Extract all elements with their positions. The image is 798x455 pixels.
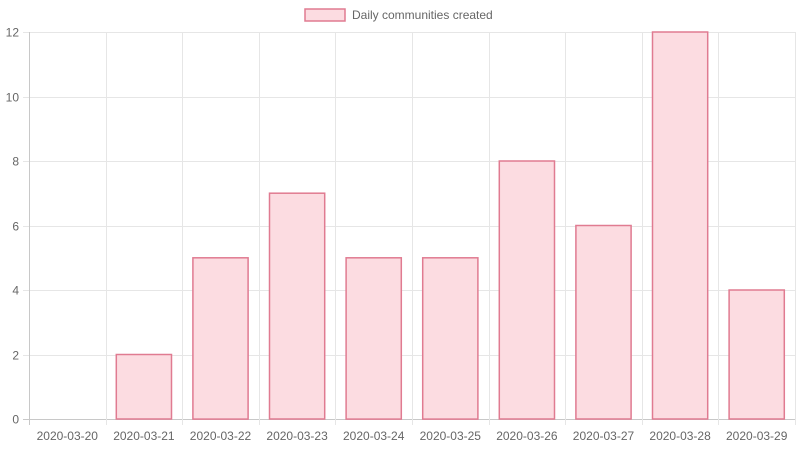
legend-label: Daily communities created <box>352 8 493 22</box>
bar[interactable] <box>192 257 249 420</box>
x-tick-label: 2020-03-28 <box>649 429 711 443</box>
x-tick-label: 2020-03-24 <box>343 429 405 443</box>
y-tick-label: 6 <box>12 220 19 234</box>
legend-swatch <box>304 8 346 22</box>
y-tick-label: 4 <box>12 284 19 298</box>
bars <box>115 31 786 420</box>
bar[interactable] <box>421 257 479 420</box>
axes: 0 2 4 6 8 10 12 2020-03-20 2020-03-21 2020-03-22 2… <box>6 26 788 444</box>
bar[interactable] <box>345 257 403 420</box>
y-tick-label: 10 <box>6 91 20 105</box>
y-tick-label: 12 <box>6 26 20 40</box>
y-tick-label: 0 <box>12 413 19 427</box>
x-tick-label: 2020-03-26 <box>496 429 558 443</box>
x-tick-label: 2020-03-27 <box>573 429 635 443</box>
x-tick-label: 2020-03-21 <box>113 429 175 443</box>
x-tick-label: 2020-03-23 <box>266 429 328 443</box>
bar[interactable] <box>498 160 556 420</box>
bar[interactable] <box>651 31 709 420</box>
bar[interactable] <box>728 289 786 420</box>
y-tick-label: 2 <box>12 349 19 363</box>
bar[interactable] <box>575 224 632 420</box>
x-tick-label: 2020-03-25 <box>420 429 482 443</box>
x-tick-label: 2020-03-22 <box>190 429 252 443</box>
bar[interactable] <box>268 192 326 420</box>
legend[interactable]: Daily communities created <box>304 8 493 22</box>
y-tick-label: 8 <box>12 155 19 169</box>
x-tick-label: 2020-03-20 <box>37 429 99 443</box>
x-tick-label: 2020-03-29 <box>726 429 788 443</box>
bar[interactable] <box>115 353 173 420</box>
grid <box>23 32 796 425</box>
